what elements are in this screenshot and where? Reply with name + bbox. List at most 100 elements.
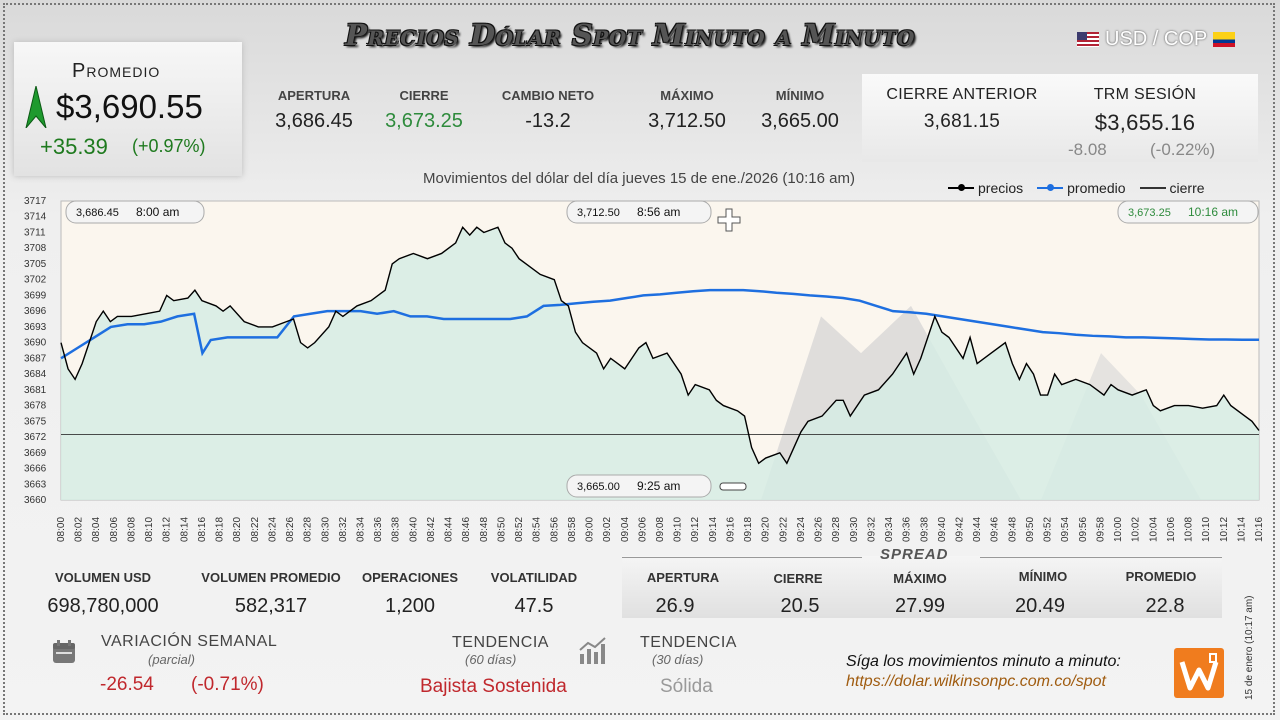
x-tick-label: 09:44	[972, 517, 983, 542]
price-chart: 3660 3663 3666 3669 3672 3675 3678 3681 3684 3687…	[24, 196, 1265, 542]
minimo-label: MÍNIMO	[775, 88, 825, 103]
promedio-value: $3,690.55	[56, 88, 203, 125]
bar-chart-icon	[579, 637, 606, 664]
y-tick-label: 3693	[24, 322, 47, 333]
y-tick-label: 3717	[24, 196, 47, 207]
callout-apertura-box	[65, 200, 205, 224]
x-tick-label: 09:36	[902, 517, 913, 542]
x-tick-label: 09:58	[1095, 517, 1106, 542]
callout-minimo-time: 9:25 am	[637, 479, 680, 493]
x-tick-label: 09:02	[602, 517, 613, 542]
x-tick-label: 08:40	[408, 517, 419, 542]
promedio-label: Promedio	[72, 60, 161, 82]
callout-apertura-value: 3,686.45	[76, 207, 119, 219]
operaciones-label: OPERACIONES	[361, 570, 459, 585]
cta-link[interactable]: https://dolar.wilkinsonpc.com.co/spot	[846, 673, 1106, 690]
x-tick-label: 09:24	[796, 517, 807, 542]
y-tick-label: 3699	[24, 290, 47, 301]
volumen-usd-label: VOLUMEN USD	[54, 570, 152, 585]
tendencia30-label: TENDENCIA	[640, 634, 737, 651]
x-tick-label: 09:08	[655, 517, 666, 542]
x-tick-label: 08:46	[461, 517, 472, 542]
wilkinson-logo-icon[interactable]	[1174, 648, 1224, 698]
x-tick-label: 09:56	[1078, 517, 1089, 542]
volumen-promedio-value: 582,317	[234, 595, 308, 617]
x-tick-label: 08:00	[56, 517, 67, 542]
spread-cierre-label: CIERRE	[773, 571, 823, 586]
cambio-neto-label: CAMBIO NETO	[501, 88, 595, 103]
x-tick-label: 08:38	[391, 517, 402, 542]
x-tick-label: 09:12	[690, 517, 701, 542]
volumen-usd-value: 698,780,000	[47, 595, 159, 617]
x-tick-label: 08:22	[250, 517, 261, 542]
cierre-label: CIERRE	[399, 88, 449, 103]
spread-panel	[622, 556, 1222, 618]
x-tick-label: 08:14	[179, 517, 190, 542]
operaciones-value: 1,200	[384, 595, 436, 617]
spread-title: SPREAD	[880, 546, 949, 563]
pill-marker-icon	[719, 482, 747, 491]
trm-label: TRM SESIÓN	[1093, 86, 1197, 103]
trm-value: $3,655.16	[1094, 110, 1196, 135]
x-tick-label: 08:02	[74, 517, 85, 542]
x-tick-label: 08:30	[320, 517, 331, 542]
variacion-label: VARIACIÓN SEMANAL	[101, 633, 278, 650]
variacion-sub: (parcial)	[148, 652, 195, 667]
x-tick-label: 08:54	[532, 517, 543, 542]
trm-change: -8.08	[1068, 140, 1107, 159]
y-tick-label: 3675	[24, 416, 47, 427]
volatilidad-label: VOLATILIDAD	[490, 570, 578, 585]
y-tick-label: 3669	[24, 448, 47, 459]
spread-maximo-label: MÁXIMO	[893, 571, 947, 586]
tendencia30-sub: (30 días)	[652, 652, 704, 667]
maximo-value: 3,712.50	[648, 110, 726, 132]
x-tick-label: 09:06	[637, 517, 648, 542]
chart-subtitle: Movimientos del dólar del día jueves 15 …	[423, 170, 855, 187]
spread-minimo-label: MÍNIMO	[1018, 569, 1068, 584]
tendencia60-label: TENDENCIA	[452, 634, 549, 651]
calendar-icon	[53, 640, 75, 663]
x-tick-label: 08:58	[567, 517, 578, 542]
precios-line	[60, 225, 1260, 465]
y-tick-label: 3678	[24, 401, 47, 412]
page-frame	[3, 3, 1275, 715]
callout-cierre-time: 10:16 am	[1188, 205, 1238, 219]
tendencia60-sub: (60 días)	[465, 652, 517, 667]
promedio-change-pct: (+0.97%)	[132, 136, 206, 156]
colombia-flag-icon	[1213, 32, 1236, 47]
crosshair-icon	[717, 208, 741, 232]
callout-maximo-box	[566, 200, 712, 224]
x-tick-label: 09:50	[1025, 517, 1036, 542]
x-tick-label: 08:52	[514, 517, 525, 542]
page-title: Precios Dólar Spot Minuto a Minuto	[345, 18, 915, 52]
x-tick-label: 10:08	[1184, 517, 1195, 542]
spread-divider-right	[980, 557, 1222, 558]
y-tick-label: 3684	[24, 369, 47, 380]
x-tick-label: 09:00	[585, 517, 596, 542]
y-tick-label: 3681	[24, 385, 47, 396]
variacion-pct: (-0.71%)	[191, 674, 264, 695]
x-tick-label: 08:10	[144, 517, 155, 542]
chart-legend: precios promedio cierre	[948, 180, 1205, 196]
callout-maximo-value: 3,712.50	[577, 207, 620, 219]
y-tick-label: 3687	[24, 353, 47, 364]
x-tick-label: 08:12	[162, 517, 173, 542]
x-tick-label: 08:06	[109, 517, 120, 542]
x-tick-label: 09:04	[620, 517, 631, 542]
y-tick-label: 3708	[24, 243, 47, 254]
spread-apertura-label: APERTURA	[646, 570, 720, 585]
tendencia60-value: Bajista Sostenida	[420, 676, 567, 697]
timestamp-note: 15 de enero (10:17 am)	[1244, 595, 1255, 700]
x-tick-label: 09:38	[919, 517, 930, 542]
x-tick-label: 08:28	[303, 517, 314, 542]
x-tick-label: 10:12	[1219, 517, 1230, 542]
cierre-trm-panel	[862, 74, 1258, 162]
volumen-promedio-label: VOLUMEN PROMEDIO	[201, 570, 341, 585]
x-tick-label: 09:30	[849, 517, 860, 542]
spread-cierre-value: 20.5	[780, 595, 820, 617]
logo-glyph-icon	[1179, 653, 1219, 691]
legend-cierre: cierre	[1139, 180, 1205, 196]
x-tick-label: 08:34	[356, 517, 367, 542]
pair-label: USD / COP	[1105, 28, 1208, 50]
callout-apertura-time: 8:00 am	[136, 205, 179, 219]
